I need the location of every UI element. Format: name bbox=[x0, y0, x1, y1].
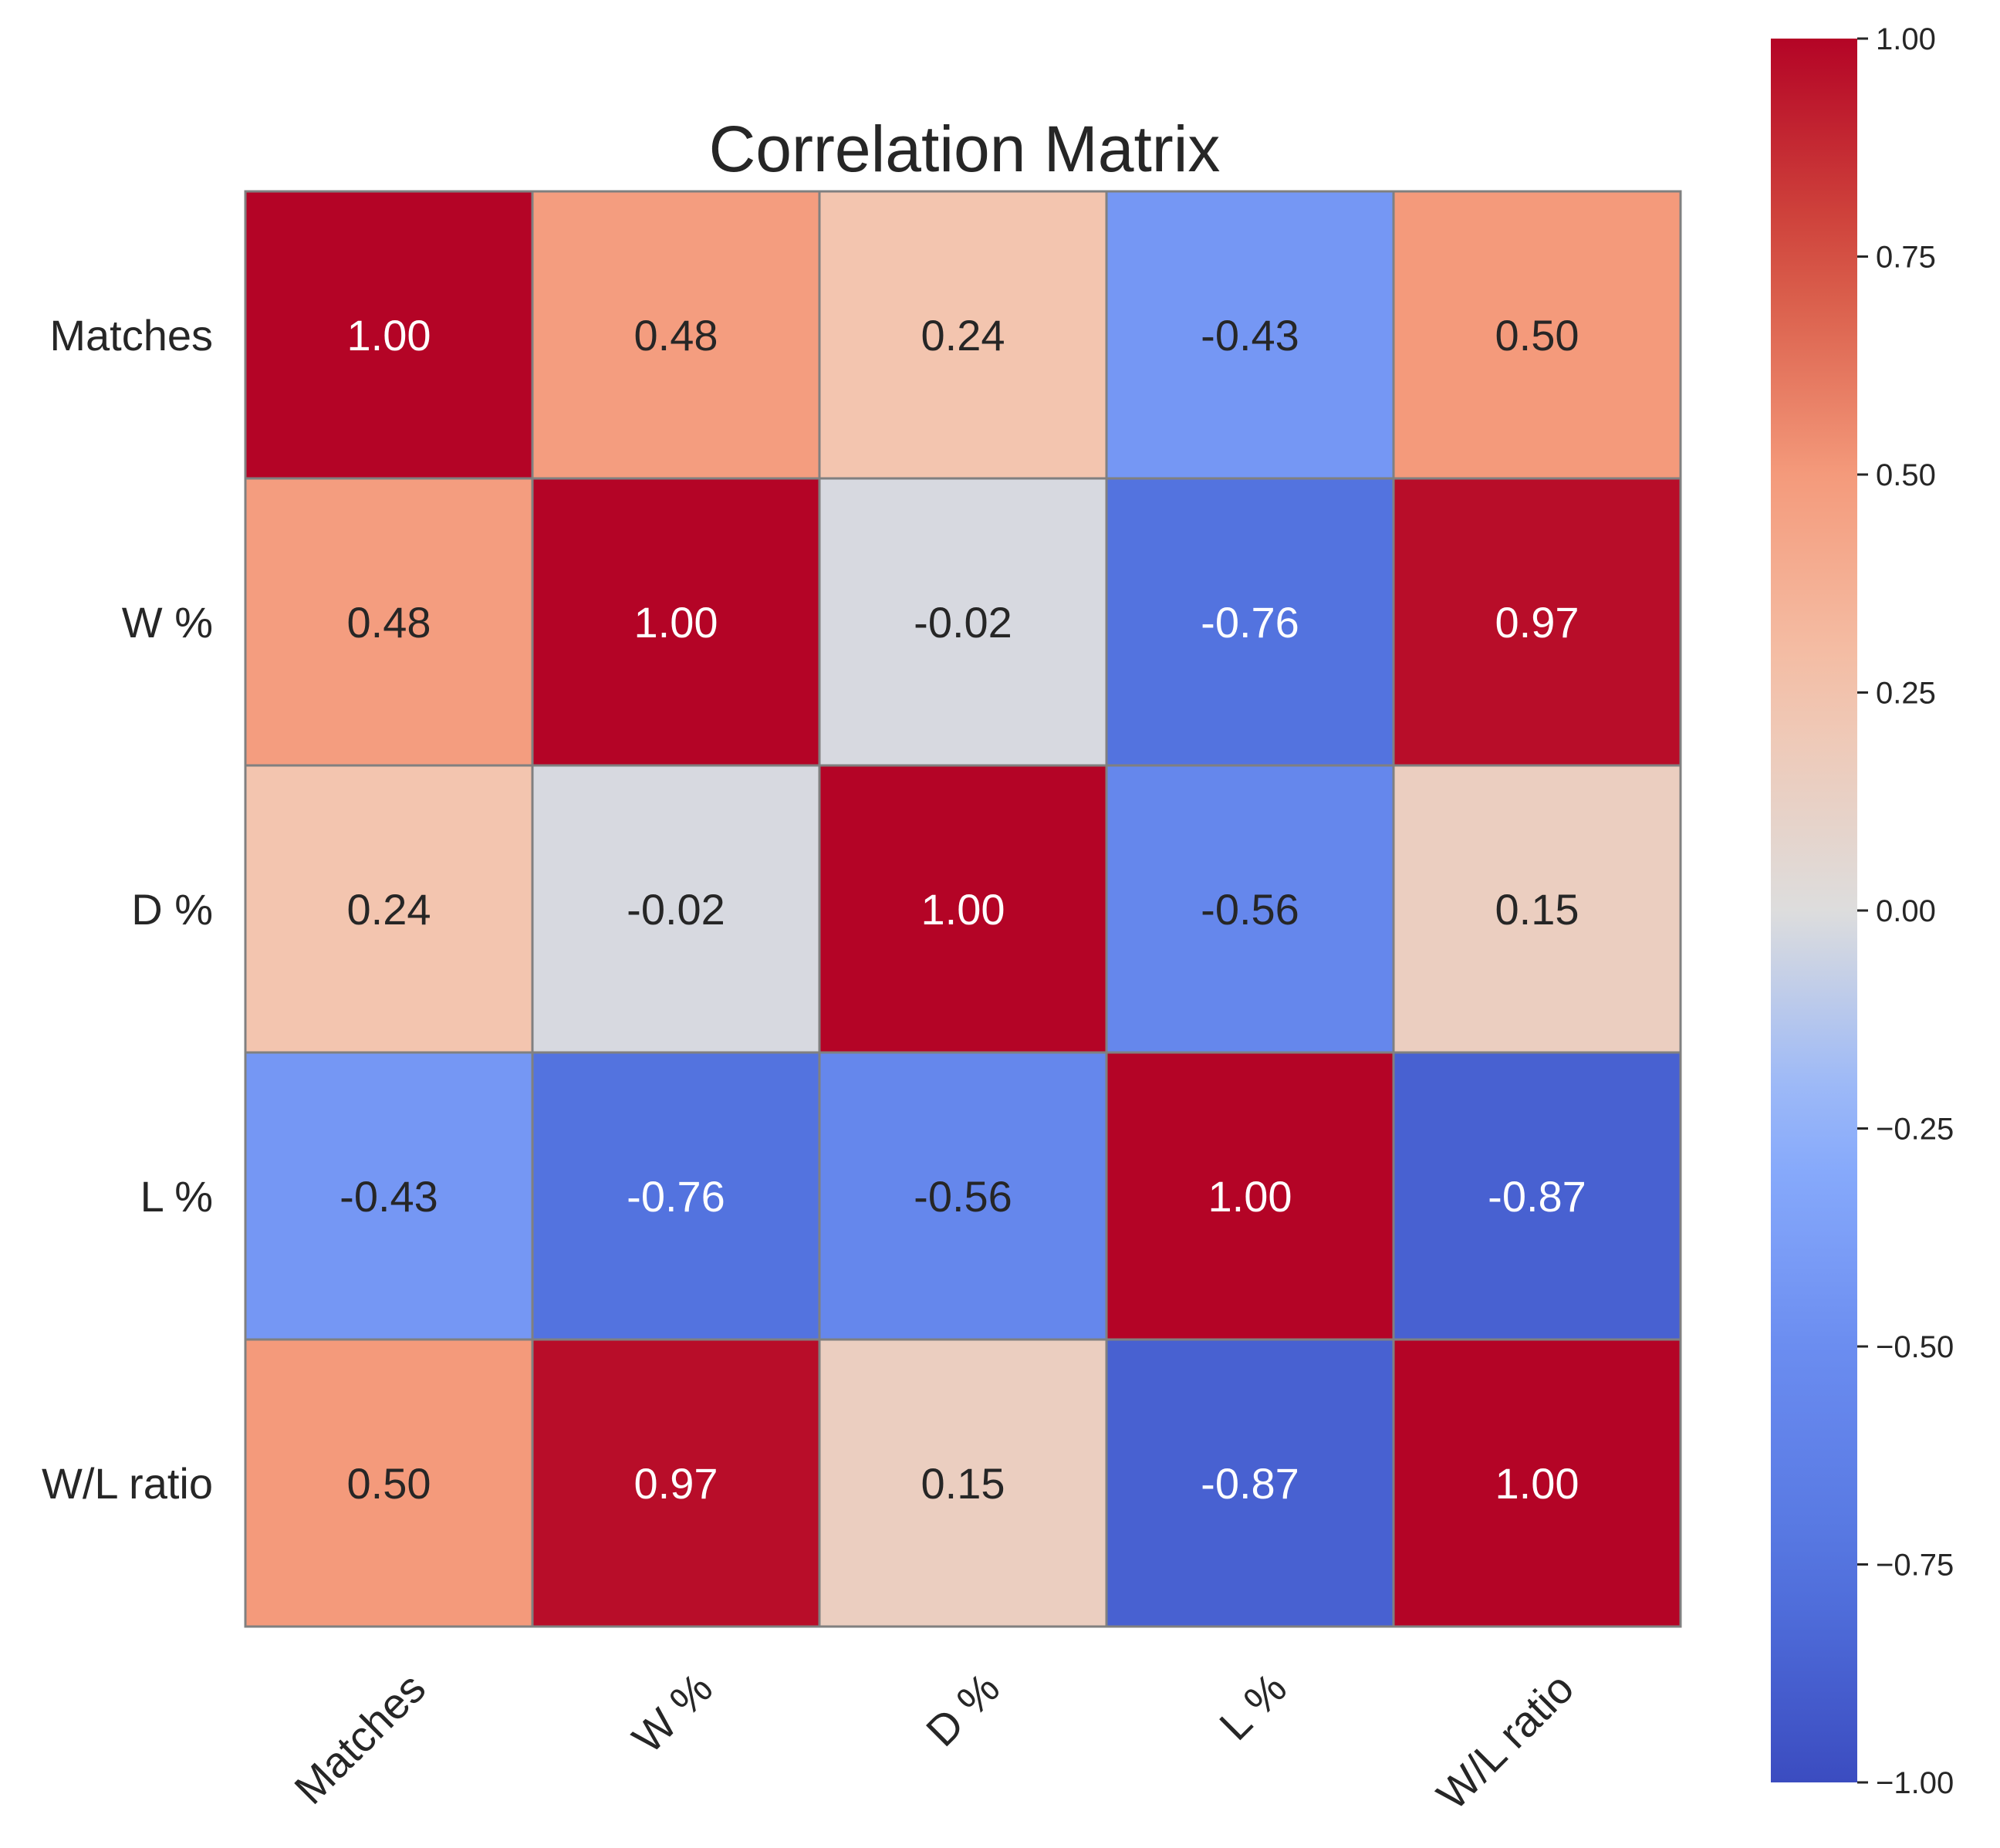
cell-value-label: -0.56 bbox=[914, 1172, 1012, 1221]
cell-value-label: 1.00 bbox=[1495, 1459, 1579, 1508]
heatmap-cell bbox=[531, 1338, 821, 1628]
colorbar-gradient bbox=[1771, 39, 1857, 1782]
colorbar: 1.00 0.75 0.50 0.25 0.00 −0.25 −0.50 −0.75 −1.00 bbox=[1771, 22, 1954, 1800]
heatmap-cell bbox=[818, 477, 1108, 767]
cell-value-label: 0.50 bbox=[347, 1459, 431, 1508]
colorbar-tick-label: −0.75 bbox=[1876, 1549, 1954, 1583]
heatmap-cell bbox=[1105, 1051, 1395, 1341]
heatmap-cell bbox=[1392, 764, 1682, 1054]
row-label: L % bbox=[140, 1172, 213, 1221]
heatmap-cell bbox=[531, 764, 821, 1054]
column-label: Matches bbox=[285, 1664, 434, 1813]
heatmap-cells: 1.00 0.48 0.24 -0.43 0.50 0.48 1.00 -0.02 -0.76 0… bbox=[244, 190, 1682, 1628]
colorbar-tick-label: 0.50 bbox=[1876, 458, 1936, 492]
column-label: D % bbox=[917, 1664, 1008, 1755]
colorbar-tick-label: −0.50 bbox=[1876, 1330, 1954, 1364]
cell-value-label: 0.15 bbox=[1495, 885, 1579, 934]
heatmap-cell bbox=[818, 190, 1108, 480]
heatmap-cell bbox=[1392, 1051, 1682, 1341]
heatmap-cell bbox=[244, 1338, 534, 1628]
cell-value-label: 0.24 bbox=[347, 885, 431, 934]
cell-value-label: -0.87 bbox=[1488, 1172, 1586, 1221]
heatmap-cell bbox=[818, 1051, 1108, 1341]
cell-value-label: 0.97 bbox=[1495, 598, 1579, 647]
cell-value-label: -0.56 bbox=[1201, 885, 1299, 934]
chart-title: Correlation Matrix bbox=[709, 113, 1221, 185]
heatmap-cell bbox=[1392, 190, 1682, 480]
cell-value-label: -0.02 bbox=[627, 885, 725, 934]
row-label: W % bbox=[122, 598, 213, 647]
cell-value-label: -0.87 bbox=[1201, 1459, 1299, 1508]
cell-value-label: -0.76 bbox=[627, 1172, 725, 1221]
colorbar-tick-label: 0.25 bbox=[1876, 677, 1936, 711]
heatmap-cell bbox=[531, 190, 821, 480]
cell-value-label: 0.24 bbox=[921, 311, 1005, 360]
cell-value-label: -0.76 bbox=[1201, 598, 1299, 647]
heatmap-cell bbox=[818, 1338, 1108, 1628]
cell-value-label: 0.50 bbox=[1495, 311, 1579, 360]
colorbar-tick-label: 0.75 bbox=[1876, 241, 1936, 275]
heatmap-cell bbox=[1105, 764, 1395, 1054]
column-label: W % bbox=[623, 1664, 721, 1762]
row-labels: Matches W % D % L % W/L ratio bbox=[42, 311, 213, 1508]
colorbar-tick-label: 1.00 bbox=[1876, 22, 1936, 56]
cell-value-label: 1.00 bbox=[634, 598, 718, 647]
row-label: D % bbox=[131, 885, 213, 934]
row-label: Matches bbox=[49, 311, 213, 360]
heatmap-cell bbox=[818, 764, 1108, 1054]
cell-value-label: -0.02 bbox=[914, 598, 1012, 647]
heatmap-cell bbox=[1392, 1338, 1682, 1628]
colorbar-tick-label: 0.00 bbox=[1876, 894, 1936, 928]
heatmap-cell bbox=[244, 190, 534, 480]
cell-value-label: 0.48 bbox=[347, 598, 431, 647]
cell-value-label: -0.43 bbox=[340, 1172, 438, 1221]
colorbar-ticks: 1.00 0.75 0.50 0.25 0.00 −0.25 −0.50 −0.75 −1.00 bbox=[1857, 22, 1954, 1800]
row-label: W/L ratio bbox=[42, 1459, 213, 1508]
colorbar-tick-label: −0.25 bbox=[1876, 1113, 1954, 1147]
cell-value-label: 0.15 bbox=[921, 1459, 1005, 1508]
heatmap-cell bbox=[244, 1051, 534, 1341]
cell-value-label: 1.00 bbox=[1208, 1172, 1292, 1221]
cell-value-label: 1.00 bbox=[921, 885, 1005, 934]
colorbar-tick-label: −1.00 bbox=[1876, 1766, 1954, 1800]
heatmap-cell bbox=[1392, 477, 1682, 767]
heatmap-cell bbox=[244, 477, 534, 767]
heatmap-cell bbox=[1105, 190, 1395, 480]
cell-value-label: 0.48 bbox=[634, 311, 718, 360]
column-label: W/L ratio bbox=[1427, 1664, 1583, 1819]
cell-value-label: 1.00 bbox=[347, 311, 431, 360]
cell-value-label: -0.43 bbox=[1201, 311, 1299, 360]
column-label: L % bbox=[1210, 1664, 1296, 1749]
heatmap-cell bbox=[531, 1051, 821, 1341]
column-labels: Matches W % D % L % W/L ratio bbox=[285, 1664, 1583, 1819]
cell-value-label: 0.97 bbox=[634, 1459, 718, 1508]
